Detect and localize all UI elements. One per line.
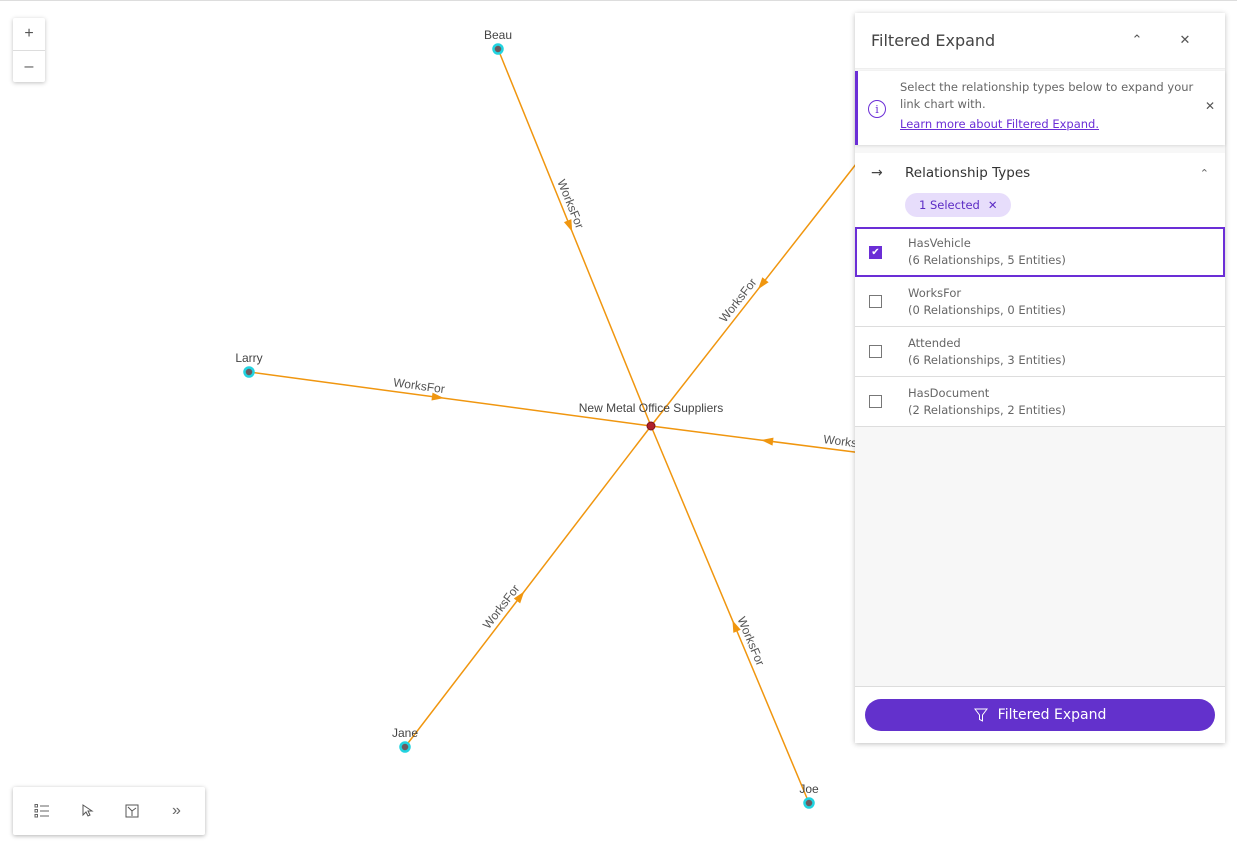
relationship-detail: (2 Relationships, 2 Entities) bbox=[908, 402, 1066, 417]
center-node-label: New Metal Office Suppliers bbox=[579, 401, 724, 415]
arrow-right-icon: → bbox=[871, 165, 883, 181]
relationship-detail: (0 Relationships, 0 Entities) bbox=[908, 302, 1066, 317]
notice-text: Select the relationship types below to e… bbox=[900, 80, 1194, 111]
edge-offscreen-right[interactable] bbox=[650, 425, 871, 455]
panel-empty-area bbox=[855, 427, 1225, 687]
zoom-in-button[interactable]: + bbox=[24, 25, 34, 42]
edge-label: WorksFor bbox=[392, 375, 445, 396]
relationship-types-section: → Relationship Types ⌃ 1 Selected ✕ ✔ Has… bbox=[855, 153, 1225, 427]
checkbox[interactable] bbox=[869, 395, 882, 408]
collapse-panel-button[interactable]: ⌃ bbox=[1131, 33, 1143, 48]
section-title: Relationship Types bbox=[905, 165, 1031, 181]
learn-more-link[interactable]: Learn more about Filtered Expand. bbox=[900, 117, 1099, 131]
entity-node[interactable] bbox=[492, 43, 504, 55]
relationship-name: HasVehicle bbox=[908, 236, 971, 250]
edge-beau[interactable] bbox=[497, 48, 652, 427]
filtered-expand-button[interactable]: Filtered Expand bbox=[865, 699, 1215, 731]
close-panel-button[interactable]: ✕ bbox=[1179, 33, 1191, 48]
list-icon[interactable] bbox=[30, 799, 54, 823]
edge-arrow-icon bbox=[513, 591, 525, 604]
node-label: Jane bbox=[392, 726, 418, 740]
selected-chip[interactable]: 1 Selected ✕ bbox=[905, 193, 1012, 217]
node-label: Beau bbox=[484, 28, 512, 42]
filtered-expand-panel: Filtered Expand ⌃ ✕ i Select the relatio… bbox=[855, 13, 1225, 743]
relationship-type-item[interactable]: HasDocument (2 Relationships, 2 Entities… bbox=[855, 377, 1225, 427]
edge-label: WorksFor bbox=[716, 276, 759, 325]
info-notice: i Select the relationship types below to… bbox=[855, 71, 1225, 145]
relationship-detail: (6 Relationships, 5 Entities) bbox=[908, 253, 1066, 267]
edge-joe[interactable] bbox=[650, 425, 810, 804]
entity-node[interactable] bbox=[243, 366, 255, 378]
close-notice-button[interactable]: ✕ bbox=[1204, 99, 1215, 113]
relationship-type-item[interactable]: WorksFor (0 Relationships, 0 Entities) bbox=[855, 277, 1225, 327]
bottom-toolbar: » bbox=[13, 787, 205, 835]
edge-arrow-icon bbox=[732, 620, 741, 633]
relationship-type-item[interactable]: ✔ HasVehicle (6 Relationships, 5 Entitie… bbox=[855, 227, 1225, 277]
edge-offscreen-upper[interactable] bbox=[650, 158, 861, 427]
select-icon[interactable] bbox=[75, 799, 99, 823]
chip-label: 1 Selected bbox=[919, 198, 980, 212]
edge-jane[interactable] bbox=[404, 425, 652, 748]
panel-header: Filtered Expand ⌃ ✕ bbox=[855, 13, 1225, 69]
layout-icon[interactable] bbox=[120, 799, 144, 823]
relationship-name: Attended bbox=[908, 335, 961, 350]
checkbox[interactable]: ✔ bbox=[869, 245, 882, 259]
filter-icon bbox=[973, 708, 988, 722]
clear-selection-icon[interactable]: ✕ bbox=[987, 198, 998, 212]
edge-label: WorksFor bbox=[734, 615, 767, 668]
zoom-control: + – bbox=[13, 18, 45, 82]
edge-label: WorksFor bbox=[480, 582, 523, 632]
entity-node[interactable] bbox=[399, 741, 411, 753]
info-icon: i bbox=[868, 100, 886, 118]
center-node[interactable] bbox=[646, 421, 656, 431]
entity-node[interactable] bbox=[803, 797, 815, 809]
checkbox[interactable] bbox=[869, 295, 882, 308]
edge-arrow-icon bbox=[758, 277, 769, 290]
relationship-type-item[interactable]: Attended (6 Relationships, 3 Entities) bbox=[855, 327, 1225, 377]
panel-title: Filtered Expand bbox=[871, 31, 996, 50]
relationship-name: HasDocument bbox=[908, 385, 990, 400]
edge-arrow-icon bbox=[431, 392, 444, 401]
zoom-out-button[interactable]: – bbox=[13, 50, 45, 82]
edge-larry[interactable] bbox=[248, 371, 652, 427]
relationship-name: WorksFor bbox=[908, 285, 962, 300]
edge-arrow-icon bbox=[761, 437, 774, 446]
node-label: Joe bbox=[799, 782, 819, 796]
edge-arrow-icon bbox=[563, 219, 573, 232]
collapse-section-button[interactable]: ⌃ bbox=[1199, 166, 1209, 180]
expand-icon[interactable]: » bbox=[172, 802, 181, 819]
node-label: Larry bbox=[235, 351, 262, 365]
relationship-detail: (6 Relationships, 3 Entities) bbox=[908, 352, 1066, 367]
checkbox[interactable] bbox=[869, 345, 882, 358]
button-label: Filtered Expand bbox=[997, 707, 1107, 723]
